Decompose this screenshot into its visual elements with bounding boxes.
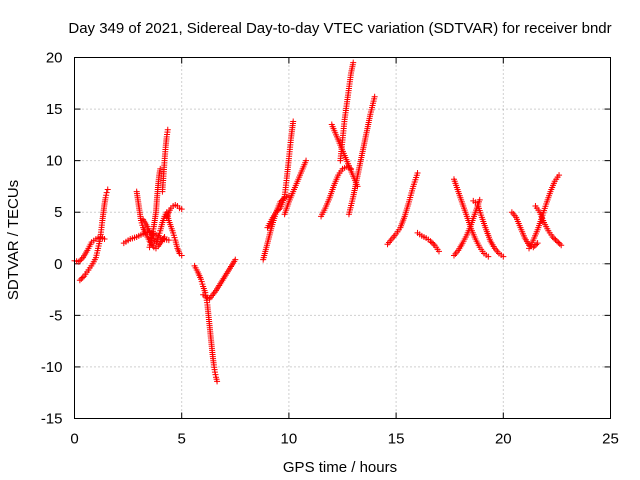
data-point [214,378,221,385]
data-point [76,277,83,284]
data-point [556,172,563,179]
data-point [549,233,556,240]
series-arc-23 [508,209,541,251]
series-arc-19 [414,229,442,255]
series-arc-7 [159,126,171,195]
series-arc-10 [200,256,239,302]
data-point [430,240,437,247]
series-arc-2 [76,186,111,284]
data-point [212,371,219,378]
y-tick-label: 15 [46,101,63,118]
data-point [533,241,540,248]
series-arc-16 [337,59,357,164]
data-point [552,236,559,243]
x-tick-label: 5 [178,431,186,448]
data-point [164,126,171,133]
y-tick-label: 0 [54,256,62,273]
data-point [428,239,435,246]
tick-marks [74,57,611,419]
data-point [77,257,84,264]
x-tick-labels: 0 5 10 15 20 25 [70,431,619,448]
grid [74,57,611,419]
x-tick-label: 10 [281,431,298,448]
data-point [530,244,537,251]
data-point [274,207,281,214]
data-point [103,192,110,199]
data-point [275,206,282,213]
data-point [350,59,357,66]
series-arc-21 [450,176,492,260]
data-point [555,239,562,246]
y-tick-label: -15 [41,411,63,428]
data-point [556,240,563,247]
y-tick-labels: -15 -10 -5 0 5 10 15 20 [41,50,63,428]
data-point [427,238,434,245]
series-arc-8 [163,201,185,221]
data-point [79,274,86,281]
y-axis-title: SDTVAR / TECUs [5,180,22,300]
plot-frame [74,57,611,419]
series-arc-25 [532,203,565,249]
y-tick-label: -5 [49,307,62,324]
x-tick-label: 15 [388,431,405,448]
series-arc-18 [384,170,421,248]
y-tick-label: 20 [46,50,63,67]
data-point [435,248,442,255]
data-point [165,237,172,244]
data-point [558,242,565,249]
series-arc-6 [146,165,164,251]
data-point [232,256,239,263]
chart-title: Day 349 of 2021, Sidereal Day-to-day VTE… [68,20,611,37]
data-point [414,170,421,177]
y-tick-label: -10 [41,359,63,376]
series-arc-12 [264,118,297,231]
data-point [102,194,109,201]
data-point [75,258,82,265]
x-tick-label: 20 [495,431,512,448]
x-axis-title: GPS time / hours [283,459,397,476]
data-point [500,253,507,260]
data-point [534,240,541,247]
data-point [178,206,185,213]
series-arc-22 [470,197,507,260]
series-arc-13 [281,157,310,218]
y-tick-label: 10 [46,153,63,170]
series-arc-9 [191,262,221,385]
series-arc-5 [140,209,185,259]
data-point [103,189,110,196]
x-tick-label: 25 [602,431,619,448]
data-point [78,255,85,262]
data-point [485,253,492,260]
data-point [178,252,185,259]
data-point [161,233,168,240]
data-point [371,93,378,100]
data-point [273,209,280,216]
data-points [71,59,565,385]
series-arc-17 [345,93,378,218]
data-point [78,275,85,282]
data-point [157,165,164,172]
data-point [211,369,218,376]
data-point [476,196,483,203]
y-tick-label: 5 [54,204,62,221]
data-point [551,235,558,242]
data-point [290,118,297,125]
data-point [303,157,310,164]
data-point [104,186,111,193]
x-tick-label: 0 [70,431,78,448]
data-point [553,238,560,245]
